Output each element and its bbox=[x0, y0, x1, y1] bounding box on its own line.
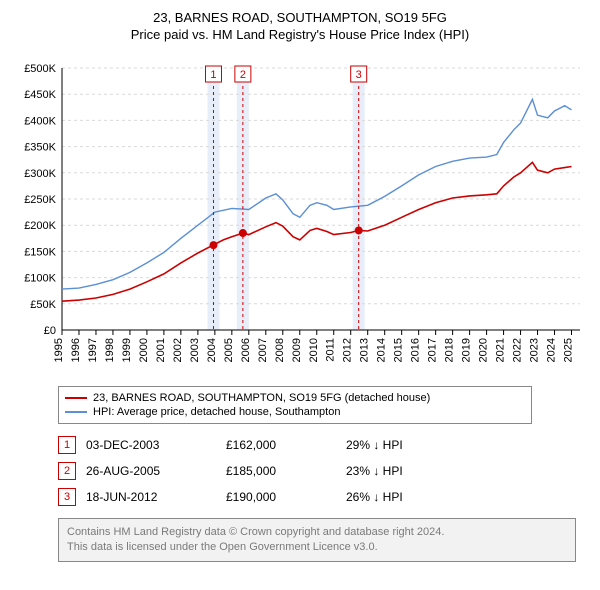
svg-text:3: 3 bbox=[356, 69, 362, 81]
svg-text:2018: 2018 bbox=[444, 338, 456, 362]
sales-row: 2 26-AUG-2005£185,00023% ↓ HPI bbox=[58, 458, 590, 484]
svg-text:£50K: £50K bbox=[30, 299, 56, 311]
sales-row: 3 18-JUN-2012£190,00026% ↓ HPI bbox=[58, 484, 590, 510]
title-line1: 23, BARNES ROAD, SOUTHAMPTON, SO19 5FG bbox=[10, 10, 590, 25]
svg-text:2016: 2016 bbox=[410, 338, 422, 362]
svg-text:2000: 2000 bbox=[138, 338, 150, 362]
svg-text:2002: 2002 bbox=[172, 338, 184, 362]
sale-price: £162,000 bbox=[226, 438, 346, 452]
legend-swatch bbox=[65, 411, 87, 413]
svg-text:2011: 2011 bbox=[325, 338, 337, 362]
sale-delta: 29% ↓ HPI bbox=[346, 438, 466, 452]
sale-price: £185,000 bbox=[226, 464, 346, 478]
svg-text:2021: 2021 bbox=[495, 338, 507, 362]
svg-text:£350K: £350K bbox=[24, 142, 56, 154]
svg-text:£250K: £250K bbox=[24, 194, 56, 206]
svg-text:2022: 2022 bbox=[512, 338, 524, 362]
svg-text:2013: 2013 bbox=[359, 338, 371, 362]
svg-text:2012: 2012 bbox=[342, 338, 354, 362]
sale-delta: 23% ↓ HPI bbox=[346, 464, 466, 478]
svg-text:£200K: £200K bbox=[24, 220, 56, 232]
svg-text:1: 1 bbox=[210, 69, 216, 81]
svg-text:2010: 2010 bbox=[308, 338, 320, 362]
chart-title-block: 23, BARNES ROAD, SOUTHAMPTON, SO19 5FG P… bbox=[10, 10, 590, 42]
svg-text:2025: 2025 bbox=[563, 338, 575, 362]
legend-swatch bbox=[65, 397, 87, 399]
svg-text:£400K: £400K bbox=[24, 115, 56, 127]
svg-text:£450K: £450K bbox=[24, 89, 56, 101]
sale-date: 03-DEC-2003 bbox=[86, 438, 226, 452]
svg-text:1996: 1996 bbox=[70, 338, 82, 362]
title-line2: Price paid vs. HM Land Registry's House … bbox=[10, 27, 590, 42]
sales-table: 1 03-DEC-2003£162,00029% ↓ HPI 2 26-AUG-200… bbox=[58, 432, 590, 510]
sale-delta: 26% ↓ HPI bbox=[346, 490, 466, 504]
svg-text:2007: 2007 bbox=[257, 338, 269, 362]
svg-text:2023: 2023 bbox=[529, 338, 541, 362]
svg-text:£500K: £500K bbox=[24, 63, 56, 75]
footer-line1: Contains HM Land Registry data © Crown c… bbox=[67, 525, 567, 540]
legend-label: HPI: Average price, detached house, Sout… bbox=[93, 406, 340, 418]
legend: 23, BARNES ROAD, SOUTHAMPTON, SO19 5FG (… bbox=[58, 386, 532, 424]
svg-text:2020: 2020 bbox=[478, 338, 490, 362]
svg-text:£150K: £150K bbox=[24, 246, 56, 258]
sales-row: 1 03-DEC-2003£162,00029% ↓ HPI bbox=[58, 432, 590, 458]
sale-badge: 3 bbox=[58, 488, 76, 506]
price-chart: £0 £50K £100K £150K £200K £250K £300K £350K £400… bbox=[10, 50, 590, 380]
sale-badge: 1 bbox=[58, 436, 76, 454]
svg-text:1997: 1997 bbox=[87, 338, 99, 362]
svg-text:2014: 2014 bbox=[376, 338, 388, 362]
chart-container: £0 £50K £100K £150K £200K £250K £300K £350K £400… bbox=[10, 50, 590, 380]
svg-text:2003: 2003 bbox=[189, 338, 201, 362]
svg-text:2005: 2005 bbox=[223, 338, 235, 362]
attribution-footer: Contains HM Land Registry data © Crown c… bbox=[58, 518, 576, 562]
svg-text:2004: 2004 bbox=[206, 338, 218, 362]
svg-text:2006: 2006 bbox=[240, 338, 252, 362]
svg-text:2009: 2009 bbox=[291, 338, 303, 362]
svg-text:2001: 2001 bbox=[155, 338, 167, 362]
svg-text:£100K: £100K bbox=[24, 273, 56, 285]
legend-item-hpi: HPI: Average price, detached house, Sout… bbox=[65, 405, 525, 419]
svg-text:2: 2 bbox=[240, 69, 246, 81]
svg-text:1998: 1998 bbox=[104, 338, 116, 362]
sale-date: 18-JUN-2012 bbox=[86, 490, 226, 504]
svg-text:2015: 2015 bbox=[393, 338, 405, 362]
svg-text:2008: 2008 bbox=[274, 338, 286, 362]
legend-label: 23, BARNES ROAD, SOUTHAMPTON, SO19 5FG (… bbox=[93, 392, 430, 404]
svg-text:1999: 1999 bbox=[121, 338, 133, 362]
svg-text:£0: £0 bbox=[44, 325, 56, 337]
svg-text:1995: 1995 bbox=[53, 338, 65, 362]
legend-item-price-paid: 23, BARNES ROAD, SOUTHAMPTON, SO19 5FG (… bbox=[65, 391, 525, 405]
sale-badge: 2 bbox=[58, 462, 76, 480]
sale-price: £190,000 bbox=[226, 490, 346, 504]
footer-line2: This data is licensed under the Open Gov… bbox=[67, 540, 567, 555]
svg-text:2019: 2019 bbox=[461, 338, 473, 362]
svg-text:2024: 2024 bbox=[546, 338, 558, 362]
svg-text:£300K: £300K bbox=[24, 168, 56, 180]
svg-text:2017: 2017 bbox=[427, 338, 439, 362]
sale-date: 26-AUG-2005 bbox=[86, 464, 226, 478]
